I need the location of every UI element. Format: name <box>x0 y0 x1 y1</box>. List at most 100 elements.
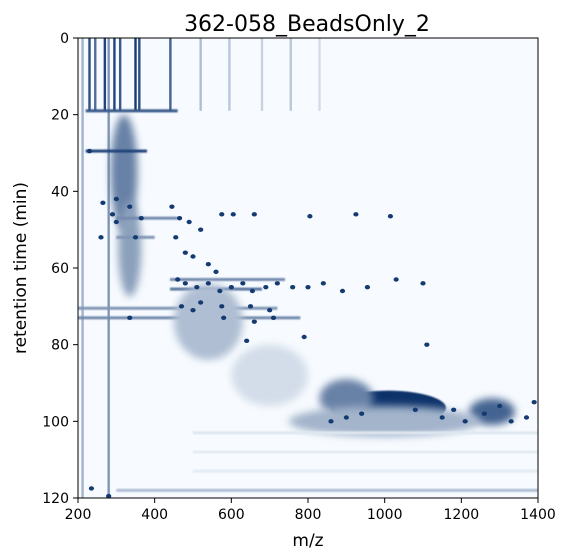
heatmap-feature-19 <box>116 216 178 220</box>
peak-point-30 <box>217 288 223 294</box>
x-tick-label-4: 1000 <box>367 507 403 523</box>
peak-point-36 <box>290 284 296 290</box>
peak-point-55 <box>424 342 430 347</box>
peak-point-13 <box>186 219 192 225</box>
x-tick-label-5: 1200 <box>444 507 480 523</box>
peak-point-14 <box>198 227 204 232</box>
heatmap-feature-6 <box>118 38 122 111</box>
heatmap-feature-34 <box>193 469 538 473</box>
y-axis-label: retention time (min) <box>11 182 31 354</box>
heatmap-feature-15 <box>85 109 178 113</box>
heatmap-feature-21 <box>170 278 285 281</box>
peak-point-15 <box>219 212 225 217</box>
peak-point-67 <box>451 407 457 413</box>
peak-point-20 <box>387 214 394 219</box>
peak-point-26 <box>175 277 181 282</box>
peak-point-5 <box>109 212 116 217</box>
peak-point-12 <box>176 215 183 221</box>
heatmap-feature-10 <box>199 38 202 111</box>
peak-point-44 <box>190 307 196 313</box>
peak-point-47 <box>247 304 254 309</box>
y-tick-label-1: 20 <box>51 108 69 124</box>
x-tick-label-2: 600 <box>218 507 245 523</box>
peak-point-45 <box>198 300 204 305</box>
peak-point-62 <box>508 419 514 424</box>
peak-point-0 <box>86 148 93 154</box>
heatmap-feature-33 <box>193 450 538 454</box>
heatmap-feature-9 <box>169 38 172 111</box>
peak-point-19 <box>353 212 359 217</box>
heatmap-feature-8 <box>138 38 141 111</box>
peak-point-32 <box>240 281 246 286</box>
peak-point-1 <box>88 486 95 491</box>
peak-point-17 <box>251 212 257 217</box>
peak-point-50 <box>221 315 227 321</box>
peak-point-3 <box>100 200 106 206</box>
heatmap-feature-32 <box>193 431 538 435</box>
x-tick-label-1: 400 <box>141 507 168 523</box>
peak-point-52 <box>270 315 277 321</box>
peak-point-51 <box>251 319 257 324</box>
peak-point-48 <box>267 307 273 313</box>
peak-point-43 <box>178 304 185 309</box>
peak-point-7 <box>113 219 119 225</box>
peak-point-39 <box>339 288 346 294</box>
peak-point-11 <box>169 204 175 209</box>
peak-point-58 <box>412 407 418 413</box>
y-tick-label-0: 0 <box>60 31 69 47</box>
y-axis: 0 20 40 60 80 100 120 <box>42 31 78 507</box>
heatmap-feature-30 <box>288 406 481 437</box>
peak-point-53 <box>301 334 307 340</box>
peak-point-27 <box>182 281 188 286</box>
heatmap-feature-3 <box>103 38 107 111</box>
peak-point-4 <box>113 196 119 202</box>
peak-point-9 <box>138 215 144 221</box>
peak-point-18 <box>307 214 313 219</box>
heatmap-feature-31 <box>116 488 538 492</box>
heatmap-feature-17 <box>118 200 142 297</box>
heatmap-feature-12 <box>260 38 264 111</box>
heatmap-feature-26 <box>231 344 308 407</box>
peak-point-56 <box>343 415 349 420</box>
heatmap-feature-13 <box>289 38 292 111</box>
peak-point-24 <box>205 261 211 267</box>
peak-point-38 <box>320 281 326 286</box>
x-tick-label-6: 1400 <box>520 507 556 523</box>
y-tick-label-3: 60 <box>51 261 69 277</box>
heatmap-feature-7 <box>134 38 137 111</box>
heatmap-feature-28 <box>469 398 515 426</box>
peak-point-16 <box>230 212 236 217</box>
peak-point-29 <box>205 281 211 286</box>
x-tick-label-0: 200 <box>65 507 92 523</box>
y-tick-label-4: 80 <box>51 338 69 354</box>
heatmap-feature-25 <box>173 283 243 360</box>
peak-point-33 <box>249 288 256 294</box>
heatmap-feature-4 <box>107 38 110 498</box>
peak-point-46 <box>219 304 225 309</box>
heatmap-feature-14 <box>318 38 321 111</box>
peak-point-21 <box>173 235 179 240</box>
x-axis-label: m/z <box>292 531 323 551</box>
y-tick-label-5: 100 <box>42 414 69 430</box>
heatmap-feature-5 <box>113 38 116 111</box>
peak-point-64 <box>497 403 503 409</box>
peak-point-25 <box>213 269 219 275</box>
heatmap-feature-2 <box>94 38 97 111</box>
peak-point-59 <box>439 415 445 420</box>
peak-point-31 <box>228 284 234 290</box>
peak-point-41 <box>393 277 399 282</box>
peak-point-65 <box>531 399 537 405</box>
heatmap-feature-1 <box>88 38 91 111</box>
peak-point-49 <box>127 315 133 321</box>
heatmap-feature-11 <box>228 38 231 111</box>
heatmap-feature-18 <box>85 149 147 153</box>
heatmap-feature-0 <box>81 38 84 498</box>
peak-point-2 <box>106 493 112 498</box>
peak-point-28 <box>194 284 200 290</box>
peak-point-66 <box>328 419 334 424</box>
peak-point-54 <box>244 338 250 344</box>
peak-point-34 <box>263 284 269 290</box>
peak-point-57 <box>359 411 365 416</box>
x-tick-label-3: 800 <box>295 507 322 523</box>
